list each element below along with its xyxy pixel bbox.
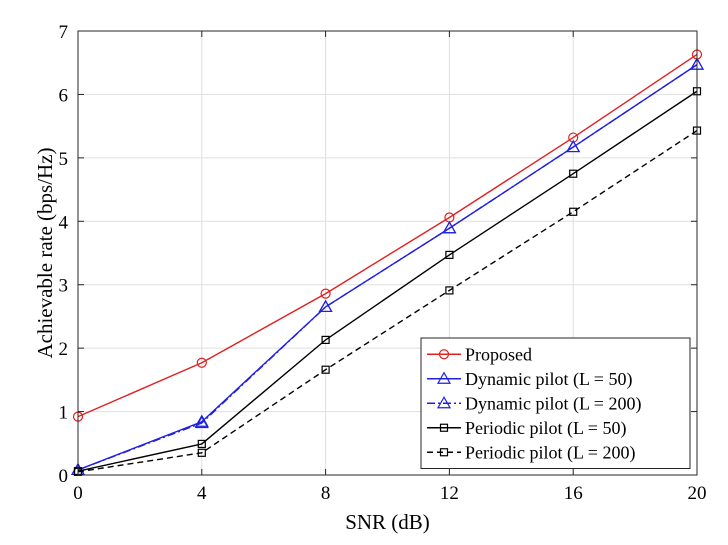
legend-marker bbox=[439, 448, 449, 457]
data-point bbox=[197, 439, 206, 449]
y-tick-label: 3 bbox=[59, 276, 69, 297]
legend-marker bbox=[436, 371, 452, 384]
x-tick-label: 20 bbox=[688, 483, 707, 504]
data-point bbox=[320, 288, 331, 299]
legend-label: Periodic pilot (L = 200) bbox=[465, 442, 635, 463]
data-point bbox=[566, 139, 581, 153]
y-tick-label: 2 bbox=[59, 339, 69, 360]
x-tick-label: 4 bbox=[197, 483, 207, 504]
legend-entry: Periodic pilot (L = 50) bbox=[427, 418, 626, 439]
data-point bbox=[194, 415, 209, 429]
data-point bbox=[569, 169, 578, 178]
legend-entry: Proposed bbox=[427, 344, 532, 364]
data-point bbox=[445, 286, 454, 295]
data-point bbox=[445, 250, 454, 260]
y-tick-label: 1 bbox=[59, 403, 69, 424]
y-tick-label: 5 bbox=[59, 149, 69, 170]
legend-label: Dynamic pilot (L = 50) bbox=[465, 369, 632, 390]
data-point bbox=[197, 448, 206, 457]
data-point bbox=[321, 335, 330, 344]
y-tick-label: 6 bbox=[59, 85, 69, 106]
legend-label: Periodic pilot (L = 50) bbox=[465, 418, 626, 439]
axis-ticks bbox=[77, 30, 698, 476]
legend-label: Proposed bbox=[465, 344, 532, 364]
legend-marker bbox=[438, 349, 450, 360]
legend-entry: Dynamic pilot (L = 200) bbox=[427, 393, 641, 414]
series-line bbox=[77, 53, 698, 418]
y-tick-label: 0 bbox=[59, 466, 69, 487]
series-5 bbox=[73, 126, 702, 476]
y-tick-label: 7 bbox=[59, 22, 69, 43]
x-tick-label: 12 bbox=[440, 483, 459, 504]
series-line bbox=[77, 129, 698, 473]
data-point bbox=[569, 207, 578, 216]
legend: Proposed Dynamic pilot (L = 50) Dynamic pi… bbox=[420, 337, 691, 469]
legend-label: Dynamic pilot (L = 200) bbox=[465, 393, 641, 414]
legend-entry: Dynamic pilot (L = 50) bbox=[427, 369, 632, 390]
legend-box bbox=[420, 337, 691, 469]
legend-marker bbox=[439, 423, 449, 432]
plot-frame bbox=[77, 30, 698, 476]
series-line bbox=[77, 90, 698, 472]
data-point bbox=[196, 357, 207, 368]
data-point bbox=[318, 299, 333, 313]
x-tick-label: 16 bbox=[564, 483, 583, 504]
series-line bbox=[77, 64, 698, 471]
x-tick-label: 8 bbox=[321, 483, 331, 504]
data-point bbox=[321, 365, 330, 374]
legend-entry: Periodic pilot (L = 200) bbox=[427, 442, 635, 463]
x-tick-label: 0 bbox=[73, 483, 83, 504]
y-tick-label: 4 bbox=[59, 212, 69, 233]
data-point bbox=[442, 221, 457, 234]
x-axis-label: SNR (dB) bbox=[345, 510, 430, 534]
legend-marker bbox=[436, 396, 452, 409]
y-axis-label: Achievable rate (bps/Hz) bbox=[33, 147, 57, 358]
